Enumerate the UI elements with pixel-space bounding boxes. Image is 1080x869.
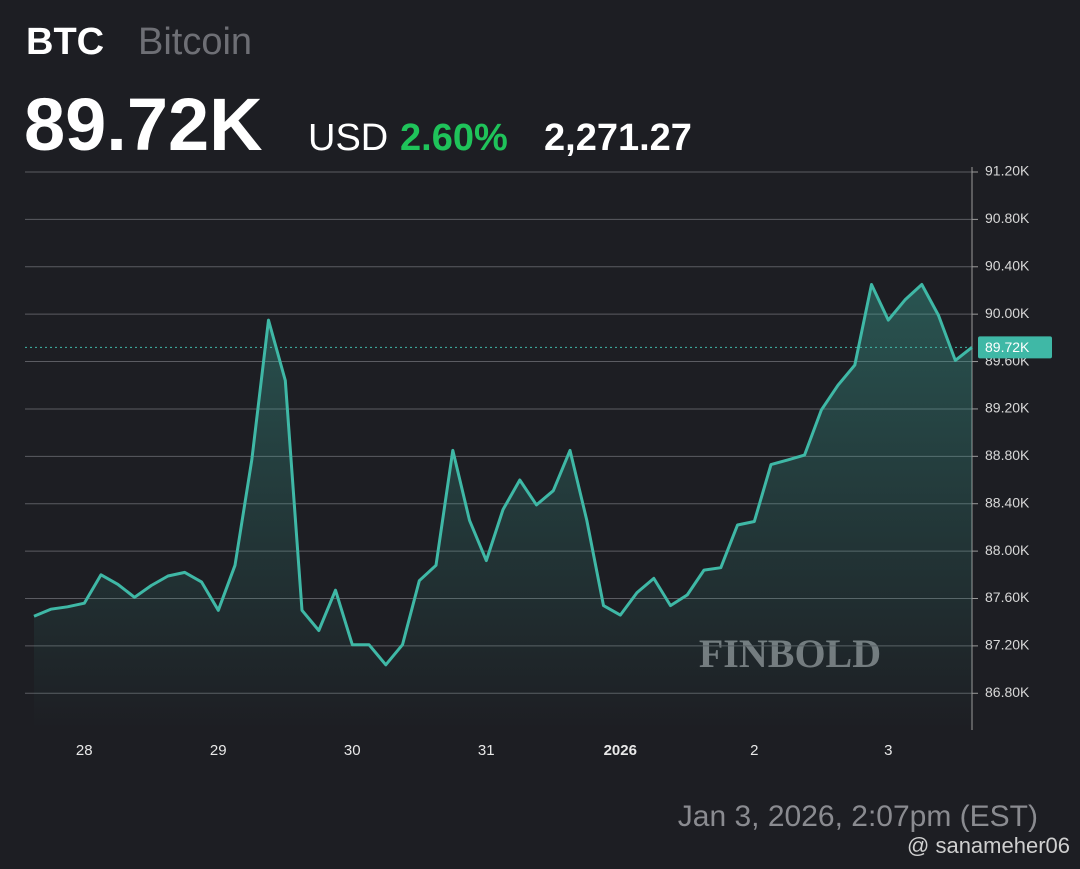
y-tick-label: 91.20K xyxy=(985,163,1030,179)
y-tick-label: 88.40K xyxy=(985,494,1030,510)
change: 2,271.27 xyxy=(544,117,692,159)
y-tick-label: 89.20K xyxy=(985,400,1030,416)
y-tick-label: 88.00K xyxy=(985,542,1030,558)
x-tick-label: 2 xyxy=(750,742,758,759)
change-pct: 2.60% xyxy=(400,117,508,159)
coin-name: Bitcoin xyxy=(138,21,252,63)
plot: FINBOLD86.80K87.20K87.60K88.00K88.40K88.… xyxy=(25,163,1052,759)
x-tick-label: 29 xyxy=(210,742,227,759)
y-tick-label: 90.80K xyxy=(985,210,1030,226)
y-tick-label: 87.60K xyxy=(985,589,1030,605)
x-tick-label: 3 xyxy=(884,742,892,759)
y-tick-label: 86.80K xyxy=(985,684,1030,700)
price-line xyxy=(33,283,973,667)
price: 89.72K xyxy=(24,83,263,166)
credit: @ sanameher06 xyxy=(907,833,1070,858)
symbol: BTC xyxy=(26,21,104,63)
x-tick-label: 31 xyxy=(478,742,495,759)
y-tick-label: 90.40K xyxy=(985,257,1030,273)
y-tick-label: 87.20K xyxy=(985,637,1030,653)
price-marker-box xyxy=(978,336,1052,359)
currency: USD xyxy=(308,117,388,159)
x-tick-label: 2026 xyxy=(604,742,637,759)
area xyxy=(34,284,972,730)
price-marker-label: 89.72K xyxy=(985,339,1030,355)
x-tick-label: 28 xyxy=(76,742,93,759)
x-tick-label: 30 xyxy=(344,742,361,759)
y-tick-label: 90.00K xyxy=(985,305,1030,321)
y-tick-label: 88.80K xyxy=(985,447,1030,463)
timestamp: Jan 3, 2026, 2:07pm (EST) xyxy=(678,800,1038,833)
